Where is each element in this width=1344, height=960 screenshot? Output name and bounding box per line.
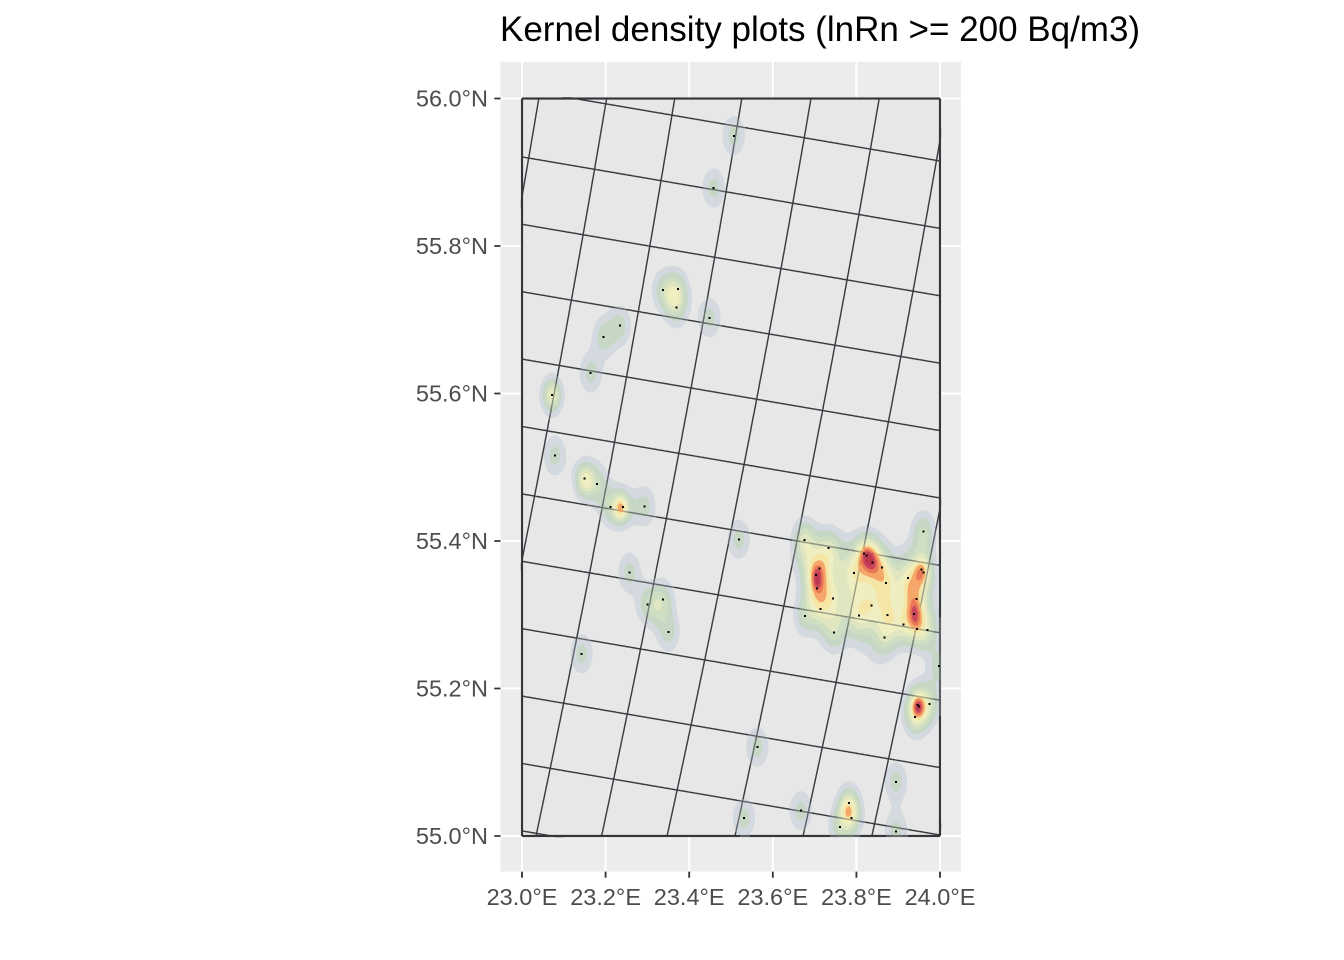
svg-text:55.4°N: 55.4°N	[416, 528, 488, 554]
svg-text:23.8°E: 23.8°E	[821, 884, 892, 910]
svg-text:23.6°E: 23.6°E	[737, 884, 808, 910]
svg-text:56.0°N: 56.0°N	[416, 86, 488, 112]
svg-text:23.2°E: 23.2°E	[570, 884, 641, 910]
svg-text:Kernel density plots (lnRn >=: Kernel density plots (lnRn >= 200 Bq/m3)	[500, 10, 1140, 49]
svg-text:23.0°E: 23.0°E	[487, 884, 558, 910]
svg-text:55.0°N: 55.0°N	[416, 823, 488, 849]
svg-text:55.6°N: 55.6°N	[416, 381, 488, 407]
svg-text:55.2°N: 55.2°N	[416, 676, 488, 702]
svg-text:55.8°N: 55.8°N	[416, 233, 488, 259]
svg-text:24.0°E: 24.0°E	[905, 884, 976, 910]
svg-text:23.4°E: 23.4°E	[654, 884, 725, 910]
